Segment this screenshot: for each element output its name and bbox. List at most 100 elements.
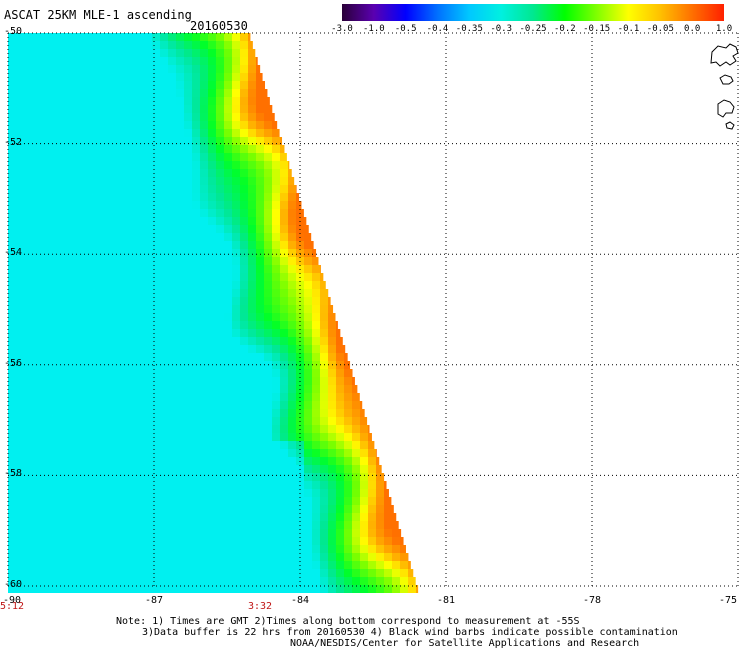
swath-cell bbox=[368, 441, 375, 449]
swath-cell bbox=[240, 441, 248, 449]
swath-cell bbox=[360, 473, 368, 481]
swath-cell bbox=[8, 177, 16, 185]
swath-cell bbox=[152, 177, 160, 185]
swath-cell bbox=[216, 145, 224, 153]
swath-cell bbox=[80, 57, 88, 65]
swath-cell bbox=[64, 489, 72, 497]
swath-cell bbox=[48, 33, 56, 41]
coastline-island bbox=[717, 99, 735, 118]
swath-cell bbox=[16, 273, 24, 281]
swath-cell bbox=[16, 241, 24, 249]
swath-cell bbox=[24, 113, 32, 121]
swath-cell bbox=[192, 273, 200, 281]
swath-cell bbox=[280, 153, 287, 161]
swath-cell bbox=[152, 73, 160, 81]
swath-cell bbox=[160, 417, 168, 425]
swath-cell bbox=[200, 569, 208, 577]
swath-cell bbox=[88, 337, 96, 345]
swath-cell bbox=[208, 401, 216, 409]
swath-cell bbox=[232, 449, 240, 457]
swath-cell bbox=[160, 281, 168, 289]
swath-cell bbox=[176, 41, 184, 49]
swath-cell bbox=[112, 137, 120, 145]
swath-cell bbox=[72, 73, 80, 81]
swath-cell bbox=[208, 513, 216, 521]
swath-cell bbox=[248, 121, 256, 129]
swath-cell bbox=[280, 529, 288, 537]
swath-cell bbox=[112, 265, 120, 273]
swath-cell bbox=[328, 313, 336, 321]
swath-cell bbox=[128, 401, 136, 409]
swath-cell bbox=[272, 457, 280, 465]
swath-cell bbox=[224, 273, 232, 281]
swath-cell bbox=[184, 185, 192, 193]
swath-cell bbox=[72, 513, 80, 521]
swath-cell bbox=[168, 289, 176, 297]
swath-cell bbox=[240, 465, 248, 473]
swath-cell bbox=[120, 73, 128, 81]
swath-cell bbox=[120, 57, 128, 65]
swath-cell bbox=[216, 57, 224, 65]
swath-cell bbox=[184, 577, 192, 585]
swath-cell bbox=[56, 209, 64, 217]
swath-cell bbox=[160, 145, 168, 153]
swath-cell bbox=[208, 577, 216, 585]
swath-cell bbox=[72, 481, 80, 489]
swath-cell bbox=[368, 465, 376, 473]
swath-cell bbox=[248, 153, 256, 161]
swath-cell bbox=[104, 313, 112, 321]
swath-cell bbox=[40, 345, 48, 353]
swath-cell bbox=[136, 33, 144, 41]
swath-cell bbox=[56, 401, 64, 409]
swath-cell bbox=[120, 137, 128, 145]
swath-cell bbox=[248, 345, 256, 353]
swath-cell bbox=[192, 137, 200, 145]
swath-cell bbox=[216, 353, 224, 361]
swath-cell bbox=[32, 569, 40, 577]
swath-cell bbox=[136, 425, 144, 433]
swath-cell bbox=[104, 49, 112, 57]
swath-cell bbox=[64, 497, 72, 505]
swath-cell bbox=[104, 129, 112, 137]
swath-cell bbox=[232, 369, 240, 377]
swath-cell bbox=[192, 65, 200, 73]
swath-cell bbox=[376, 545, 384, 553]
swath-cell bbox=[80, 33, 88, 41]
swath-cell bbox=[8, 321, 16, 329]
swath-cell bbox=[272, 369, 280, 377]
swath-cell bbox=[256, 281, 264, 289]
swath-cell bbox=[184, 505, 192, 513]
swath-cell bbox=[176, 137, 184, 145]
swath-cell bbox=[160, 193, 168, 201]
swath-cell bbox=[328, 321, 336, 329]
swath-cell bbox=[64, 233, 72, 241]
swath-cell bbox=[8, 513, 16, 521]
swath-cell bbox=[240, 537, 248, 545]
swath-cell bbox=[128, 513, 136, 521]
swath-cell bbox=[320, 273, 324, 281]
swath-cell bbox=[40, 265, 48, 273]
swath-cell bbox=[264, 329, 272, 337]
swath-cell bbox=[24, 281, 32, 289]
swath-cell bbox=[160, 345, 168, 353]
swath-cell bbox=[56, 505, 64, 513]
swath-cell bbox=[280, 273, 288, 281]
swath-cell bbox=[144, 249, 152, 257]
swath-cell bbox=[80, 257, 88, 265]
swath-cell bbox=[216, 33, 224, 41]
swath-cell bbox=[104, 249, 112, 257]
swath-cell bbox=[120, 185, 128, 193]
swath-cell bbox=[152, 321, 160, 329]
swath-cell bbox=[320, 545, 328, 553]
swath-cell bbox=[88, 569, 96, 577]
swath-cell bbox=[224, 369, 232, 377]
swath-cell bbox=[368, 489, 376, 497]
swath-cell bbox=[128, 217, 136, 225]
swath-cell bbox=[344, 441, 352, 449]
swath-cell bbox=[312, 545, 320, 553]
swath-cell bbox=[144, 337, 152, 345]
swath-cell bbox=[56, 353, 64, 361]
swath-cell bbox=[176, 209, 184, 217]
swath-cell bbox=[8, 449, 16, 457]
swath-cell bbox=[248, 225, 256, 233]
